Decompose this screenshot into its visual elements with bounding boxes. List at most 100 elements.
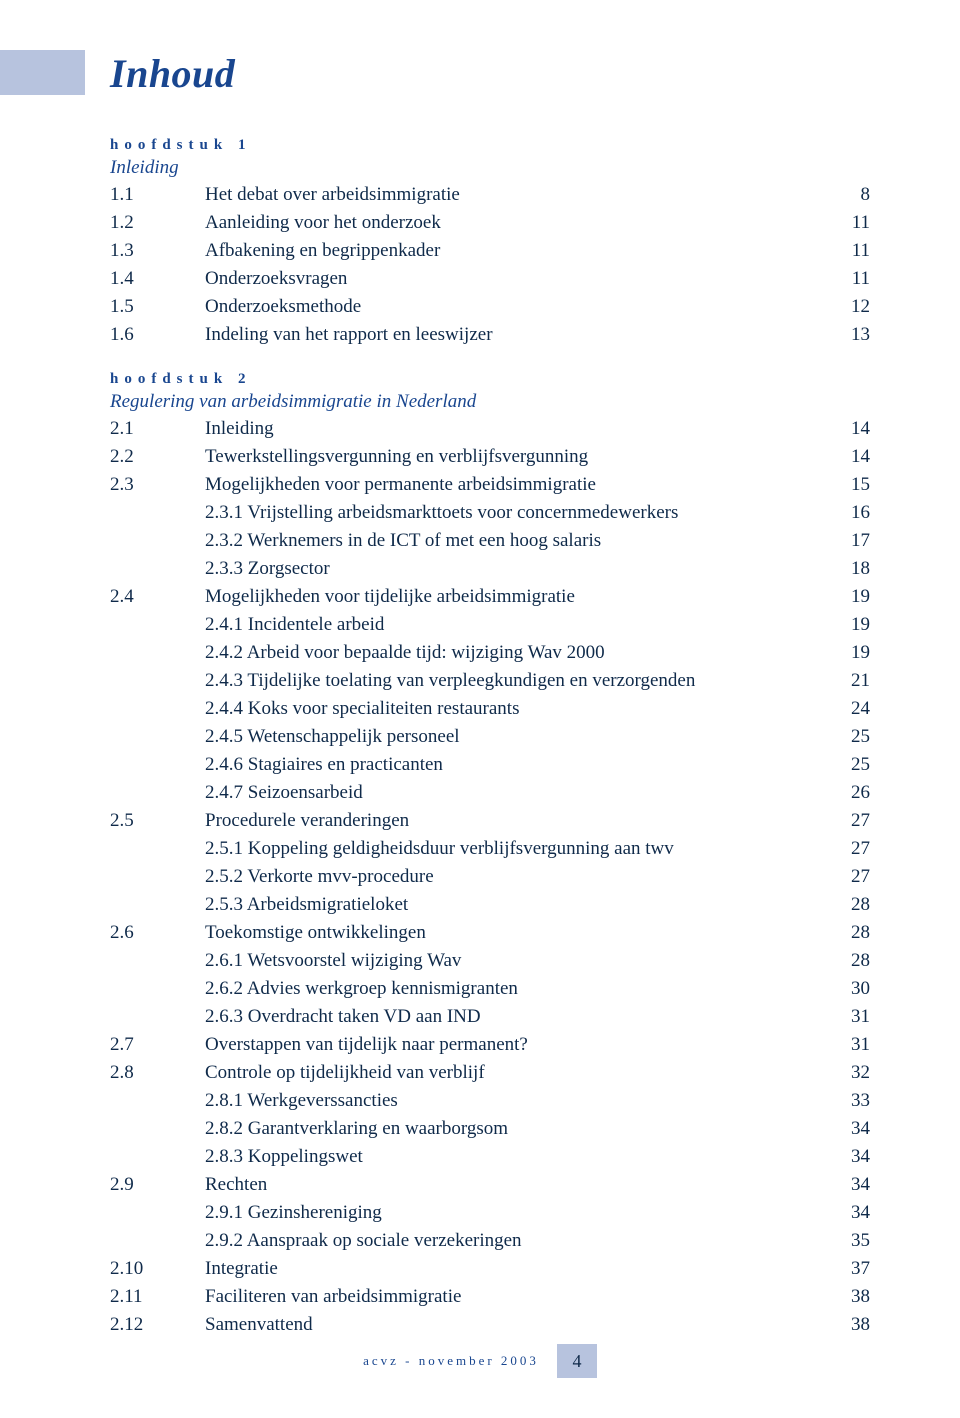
toc-row-page: 11	[830, 237, 870, 265]
toc-row-text: 2.4.5 Wetenschappelijk personeel	[205, 723, 830, 751]
toc-row: 2.11Faciliteren van arbeidsimmigratie38	[110, 1283, 870, 1311]
toc-row-text: Tewerkstellingsvergunning en verblijfsve…	[205, 443, 830, 471]
toc-row-number	[110, 1003, 205, 1031]
toc-row: 2.4.1 Incidentele arbeid19	[110, 611, 870, 639]
chapter-subtitle: Inleiding	[110, 157, 870, 179]
toc-row-page: 28	[830, 891, 870, 919]
toc-row-page: 35	[830, 1227, 870, 1255]
toc-row-page: 33	[830, 1087, 870, 1115]
toc-row-text: 2.5.1 Koppeling geldigheidsduur verblijf…	[205, 835, 830, 863]
toc-row-text: 2.5.3 Arbeidsmigratieloket	[205, 891, 830, 919]
toc-row-number: 1.3	[110, 237, 205, 265]
toc-row: 2.4.7 Seizoensarbeid26	[110, 779, 870, 807]
toc-row: 2.12Samenvattend38	[110, 1311, 870, 1339]
toc-row-page: 37	[830, 1255, 870, 1283]
toc-row-number: 2.8	[110, 1059, 205, 1087]
toc-row-page: 13	[830, 321, 870, 349]
toc-row-page: 14	[830, 415, 870, 443]
toc-row-number	[110, 1199, 205, 1227]
table-of-contents: hoofdstuk 1Inleiding1.1Het debat over ar…	[110, 137, 870, 1339]
toc-row: 2.4.4 Koks voor specialiteiten restauran…	[110, 695, 870, 723]
toc-row: 2.3.1 Vrijstelling arbeidsmarkttoets voo…	[110, 499, 870, 527]
toc-row: 2.9.2 Aanspraak op sociale verzekeringen…	[110, 1227, 870, 1255]
footer-inner: acvz - november 2003 4	[363, 1344, 597, 1378]
toc-row: 2.4.5 Wetenschappelijk personeel25	[110, 723, 870, 751]
toc-row-page: 11	[830, 265, 870, 293]
toc-row-text: 2.4.3 Tijdelijke toelating van verpleegk…	[205, 667, 830, 695]
toc-row-number	[110, 947, 205, 975]
toc-row-number	[110, 779, 205, 807]
toc-row-text: 2.6.2 Advies werkgroep kennismigranten	[205, 975, 830, 1003]
toc-row-number: 2.11	[110, 1283, 205, 1311]
toc-row: 2.3.3 Zorgsector18	[110, 555, 870, 583]
toc-row-page: 21	[830, 667, 870, 695]
toc-row: 1.3Afbakening en begrippenkader11	[110, 237, 870, 265]
toc-row-text: 2.4.6 Stagiaires en practicanten	[205, 751, 830, 779]
toc-row: 1.1Het debat over arbeidsimmigratie8	[110, 181, 870, 209]
toc-row-number	[110, 667, 205, 695]
toc-row: 2.4.2 Arbeid voor bepaalde tijd: wijzigi…	[110, 639, 870, 667]
toc-row-number: 2.2	[110, 443, 205, 471]
toc-row-text: 2.4.2 Arbeid voor bepaalde tijd: wijzigi…	[205, 639, 830, 667]
toc-row-number	[110, 1227, 205, 1255]
toc-row-text: Afbakening en begrippenkader	[205, 237, 830, 265]
toc-row-text: 2.3.1 Vrijstelling arbeidsmarkttoets voo…	[205, 499, 830, 527]
toc-row-page: 14	[830, 443, 870, 471]
toc-row-text: Rechten	[205, 1171, 830, 1199]
toc-row-text: 2.8.2 Garantverklaring en waarborgsom	[205, 1115, 830, 1143]
toc-row-page: 28	[830, 947, 870, 975]
toc-row-number: 1.6	[110, 321, 205, 349]
toc-row-page: 26	[830, 779, 870, 807]
page-title: Inhoud	[110, 50, 870, 97]
toc-row-text: 2.6.1 Wetsvoorstel wijziging Wav	[205, 947, 830, 975]
chapter-label: hoofdstuk 2	[110, 371, 870, 388]
toc-row: 2.6.3 Overdracht taken VD aan IND31	[110, 1003, 870, 1031]
toc-row-text: Faciliteren van arbeidsimmigratie	[205, 1283, 830, 1311]
toc-row-text: 2.4.7 Seizoensarbeid	[205, 779, 830, 807]
toc-row-number: 2.9	[110, 1171, 205, 1199]
toc-row: 2.1Inleiding14	[110, 415, 870, 443]
toc-row-page: 19	[830, 639, 870, 667]
toc-row-text: Procedurele veranderingen	[205, 807, 830, 835]
toc-row-number	[110, 555, 205, 583]
toc-row-text: 2.8.1 Werkgeverssancties	[205, 1087, 830, 1115]
toc-row-text: Toekomstige ontwikkelingen	[205, 919, 830, 947]
toc-row-number	[110, 695, 205, 723]
footer-text: acvz - november 2003	[363, 1353, 539, 1369]
toc-row-page: 38	[830, 1311, 870, 1339]
toc-row-number: 2.1	[110, 415, 205, 443]
toc-row-number	[110, 1143, 205, 1171]
toc-row-text: 2.9.1 Gezinshereniging	[205, 1199, 830, 1227]
toc-row-text: 2.9.2 Aanspraak op sociale verzekeringen	[205, 1227, 830, 1255]
toc-row-number: 1.2	[110, 209, 205, 237]
toc-row: 2.8.1 Werkgeverssancties33	[110, 1087, 870, 1115]
page: Inhoud hoofdstuk 1Inleiding1.1Het debat …	[0, 0, 960, 1418]
toc-row: 2.8.2 Garantverklaring en waarborgsom34	[110, 1115, 870, 1143]
toc-row-text: 2.4.4 Koks voor specialiteiten restauran…	[205, 695, 830, 723]
toc-row-text: Inleiding	[205, 415, 830, 443]
toc-row: 2.7Overstappen van tijdelijk naar perman…	[110, 1031, 870, 1059]
toc-row-text: Controle op tijdelijkheid van verblijf	[205, 1059, 830, 1087]
toc-row: 2.3Mogelijkheden voor permanente arbeids…	[110, 471, 870, 499]
toc-row-page: 38	[830, 1283, 870, 1311]
toc-row-page: 34	[830, 1115, 870, 1143]
toc-row: 2.9.1 Gezinshereniging34	[110, 1199, 870, 1227]
toc-row-text: 2.8.3 Koppelingswet	[205, 1143, 830, 1171]
toc-row-number: 1.1	[110, 181, 205, 209]
toc-row-number: 1.4	[110, 265, 205, 293]
toc-row-page: 19	[830, 583, 870, 611]
toc-row-text: Onderzoeksmethode	[205, 293, 830, 321]
toc-row-page: 25	[830, 723, 870, 751]
toc-row-page: 19	[830, 611, 870, 639]
toc-row-page: 27	[830, 807, 870, 835]
toc-row: 2.5.1 Koppeling geldigheidsduur verblijf…	[110, 835, 870, 863]
toc-row-number	[110, 1087, 205, 1115]
toc-row: 2.8.3 Koppelingswet34	[110, 1143, 870, 1171]
toc-row-number	[110, 975, 205, 1003]
toc-row-page: 34	[830, 1143, 870, 1171]
toc-row-number	[110, 751, 205, 779]
toc-row-page: 27	[830, 863, 870, 891]
toc-row-number	[110, 723, 205, 751]
toc-row-text: 2.3.2 Werknemers in de ICT of met een ho…	[205, 527, 830, 555]
toc-row-page: 27	[830, 835, 870, 863]
